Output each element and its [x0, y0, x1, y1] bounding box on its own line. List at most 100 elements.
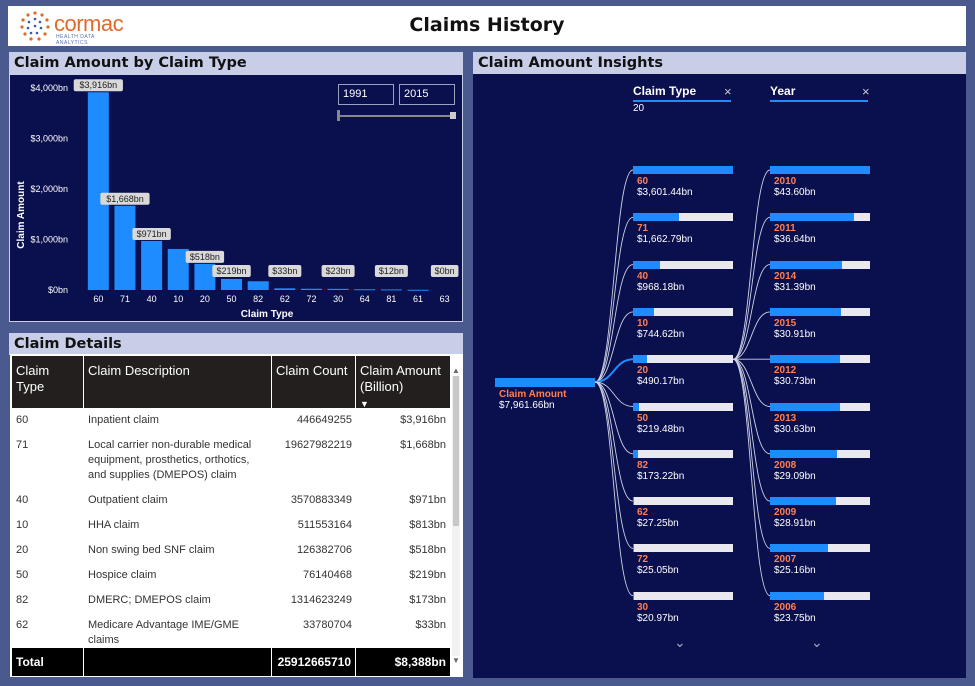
y-tick-label: $3,000bn [30, 134, 68, 144]
table-row[interactable]: 71 Local carrier non-durable medical equi… [12, 438, 450, 493]
claim-count-cell: 19627982219 [284, 439, 352, 451]
data-label-text: $219bn [217, 266, 247, 276]
x-tick-label: 71 [120, 294, 130, 304]
claim-type-node-bar[interactable] [633, 213, 733, 222]
x-tick-label: 82 [253, 294, 263, 304]
table-scroll-thumb[interactable] [453, 376, 459, 526]
data-label-text: $0bn [435, 266, 455, 276]
year-node-bar[interactable] [770, 497, 870, 506]
scroll-up-icon[interactable]: ▲ [452, 366, 460, 375]
logo-subtitle: HEALTH DATA ANALYTICS [56, 34, 95, 46]
claim-type-node-bar[interactable] [633, 591, 733, 600]
claim-type-cell: 50 [16, 569, 29, 581]
root-node-bar[interactable] [495, 378, 595, 387]
bar-81[interactable] [380, 289, 402, 291]
bar-40[interactable] [141, 240, 163, 290]
year-slider-track[interactable] [340, 115, 452, 117]
year-node-bar[interactable] [770, 544, 870, 553]
year-node-name: 2010 [774, 176, 797, 187]
year-node-fill [770, 260, 842, 269]
claim-type-node-bar[interactable] [633, 307, 733, 316]
table-row[interactable]: 82 DMERC; DMEPOS claim 1314623249 $173bn [12, 593, 450, 618]
table-scrollbar[interactable] [452, 376, 460, 656]
x-tick-label: 63 [440, 294, 450, 304]
scroll-down-icon[interactable]: ▼ [452, 656, 460, 665]
year-node-bar[interactable] [770, 402, 870, 411]
claim-amount-cell: $3,916bn [400, 414, 446, 426]
col-claim-count[interactable]: Claim Count [272, 356, 356, 408]
col-claim-type[interactable]: Claim Type [12, 356, 84, 408]
year-to-input[interactable]: 2015 [399, 84, 455, 105]
claim-type-node-bar[interactable] [633, 402, 733, 411]
year-node-bar[interactable] [770, 166, 870, 174]
claim-type-node-bar[interactable] [633, 497, 733, 506]
year-node-name: 2013 [774, 412, 797, 424]
data-label: $219bn [212, 265, 251, 277]
claim-type-node-bar[interactable] [633, 355, 733, 364]
bar-20[interactable] [194, 263, 216, 290]
year-node-bar[interactable] [770, 307, 870, 316]
year-node-value: $25.16bn [774, 565, 816, 577]
claim-amount-cell: $173bn [409, 594, 446, 606]
x-tick-label: 10 [173, 294, 183, 304]
x-tick-label: 62 [280, 294, 290, 304]
claim-count-cell: 126382706 [296, 544, 352, 556]
remove-year-icon[interactable]: × [862, 84, 870, 99]
claim-type-node-name: 40 [637, 270, 649, 282]
bar-71[interactable] [114, 205, 136, 290]
bar-82[interactable] [247, 281, 269, 290]
x-axis-title: Claim Type [241, 309, 294, 320]
claim-count-cell: 33780704 [303, 619, 352, 631]
claim-type-node-bar[interactable] [633, 544, 733, 553]
claim-description-cell: DMERC; DMEPOS claim [88, 594, 211, 606]
root-node-value: $7,961.66bn [499, 400, 555, 411]
root-to-claim-type-link [594, 358, 634, 383]
claim-type-to-year-link [732, 169, 771, 360]
claim-type-node-bar[interactable] [633, 166, 733, 174]
year-node-fill [770, 402, 840, 411]
table-row[interactable]: 60 Inpatient claim 446649255 $3,916bn [12, 413, 450, 438]
claim-type-node-name: 82 [637, 459, 649, 471]
claim-amount-cell: $219bn [409, 569, 446, 581]
year-node-bar[interactable] [770, 591, 870, 600]
claim-type-expand-icon[interactable]: ⌄ [674, 634, 686, 650]
bar-10[interactable] [167, 248, 189, 290]
table-row[interactable]: 20 Non swing bed SNF claim 126382706 $518bn [12, 543, 450, 568]
year-node-bar[interactable] [770, 355, 870, 364]
col-claim-description[interactable]: Claim Description [84, 356, 272, 408]
bar-50[interactable] [221, 278, 243, 290]
bar-62[interactable] [274, 288, 296, 290]
claim-type-node-bar[interactable] [633, 449, 733, 458]
table-row[interactable]: 10 HHA claim 511553164 $813bn [12, 518, 450, 543]
col-claim-amount[interactable]: Claim Amount (Billion) ▼ [356, 356, 450, 409]
bar-60[interactable] [87, 92, 109, 290]
table-row[interactable]: 62 Medicare Advantage IME/GME claims 33780… [12, 618, 450, 648]
total-count: 25912665710 [272, 648, 356, 676]
year-from-input[interactable]: 1991 [338, 84, 394, 105]
bar-61[interactable] [407, 289, 429, 291]
col-claim-amount-label: Claim Amount (Billion) [360, 363, 441, 394]
bar-64[interactable] [354, 289, 376, 291]
remove-claim-type-icon[interactable]: × [724, 84, 732, 99]
claim-type-node-fill [633, 591, 634, 600]
year-node-bar[interactable] [770, 213, 870, 222]
claim-type-node-bar[interactable] [633, 260, 733, 269]
year-node-bar[interactable] [770, 449, 870, 458]
claim-type-to-year-link [732, 358, 771, 502]
data-label-bg [132, 227, 171, 240]
claim-count-cell: 76140468 [303, 569, 352, 581]
table-row[interactable]: 50 Hospice claim 76140468 $219bn [12, 568, 450, 593]
bar-30[interactable] [327, 288, 349, 290]
bar-72[interactable] [300, 288, 322, 290]
year-node-bar[interactable] [770, 260, 870, 269]
claim-type-node-name: 50 [637, 412, 649, 424]
root-to-claim-type-link [594, 216, 634, 383]
root-to-claim-type-link [594, 381, 634, 455]
total-desc-cell [84, 648, 272, 676]
table-row[interactable]: 40 Outpatient claim 3570883349 $971bn [12, 493, 450, 518]
year-slider-handle-left[interactable] [337, 110, 340, 121]
year-slider-handle-right[interactable] [450, 112, 456, 119]
claim-type-node-value: $968.18bn [637, 281, 685, 293]
year-expand-icon[interactable]: ⌄ [811, 634, 823, 650]
claim-type-node-value: $20.97bn [637, 612, 679, 624]
